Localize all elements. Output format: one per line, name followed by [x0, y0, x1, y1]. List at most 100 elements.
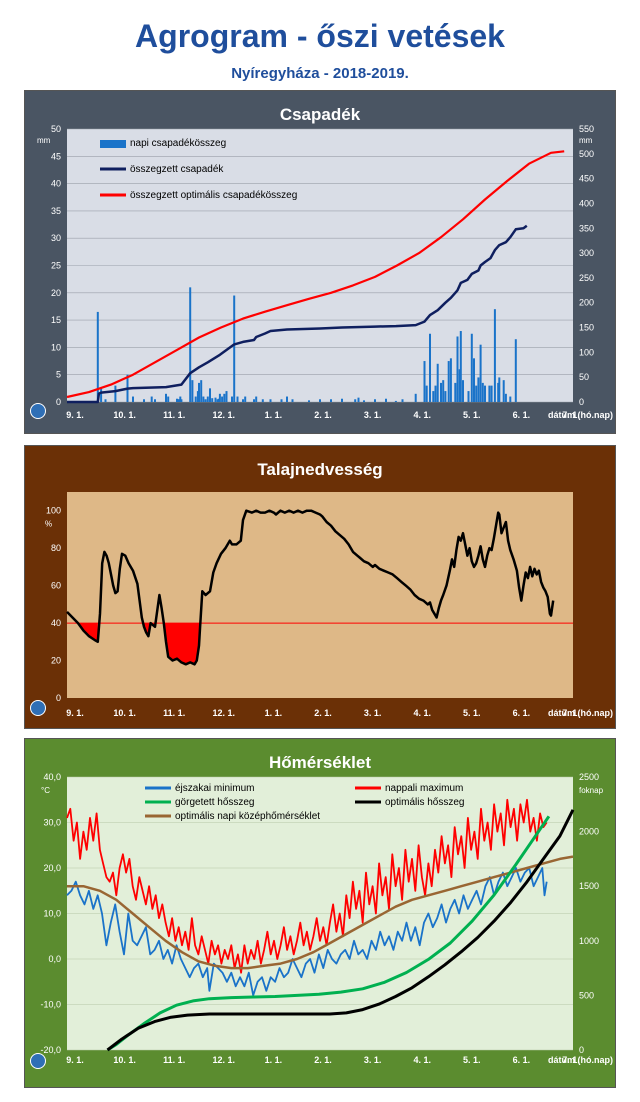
precip-bar: [291, 399, 294, 402]
x-tick-label: 12. 1.: [213, 1055, 236, 1065]
precip-bar: [484, 385, 486, 402]
precip-bar: [244, 396, 247, 402]
precip-bar: [253, 399, 255, 402]
precip-bar: [176, 398, 178, 402]
precip-bar: [475, 385, 478, 402]
x-axis-label: dátum (hó.nap): [548, 1055, 613, 1065]
y-tick-label: -10,0: [40, 1000, 61, 1010]
tmax-line: [66, 798, 548, 974]
soil-moisture-line: [66, 509, 555, 666]
y-tick-label: 35: [51, 206, 61, 216]
x-tick-label: 11. 1.: [163, 410, 185, 420]
precip-bar: [385, 398, 387, 402]
precip-bar: [206, 396, 209, 402]
y2-tick-label: 0: [579, 1045, 584, 1055]
legend-label: összegzett optimális csapadékösszeg: [130, 190, 297, 201]
x-tick-label: 6. 1.: [513, 1055, 531, 1065]
x-tick-label: 2. 1.: [314, 1055, 332, 1065]
x-tick-label: 7. 1.: [562, 708, 580, 718]
legend-label: optimális napi középhőmérséklet: [175, 811, 320, 822]
x-tick-label: 4. 1.: [413, 708, 431, 718]
x-tick-label: 9. 1.: [66, 410, 84, 420]
soil-moisture-title: Talajnedvesség: [257, 460, 383, 479]
precip-bar: [432, 391, 435, 402]
precip-bar: [154, 399, 156, 402]
precip-bar: [434, 385, 437, 402]
precip-bar: [456, 336, 459, 402]
precip-bar: [177, 399, 180, 402]
precip-bar: [96, 311, 99, 402]
optimal-heat-sum-line: [106, 809, 575, 1052]
y2-tick-label: 550: [579, 124, 594, 134]
precip-bar: [198, 382, 200, 402]
y-tick-label: 80: [51, 543, 61, 553]
precip-bar: [255, 396, 258, 402]
x-tick-label: 10. 1.: [113, 410, 136, 420]
y-tick-label: 25: [51, 261, 61, 271]
precipitation-title: Csapadék: [279, 105, 361, 124]
precip-bar: [150, 396, 153, 402]
y-tick-label: 10: [51, 342, 61, 352]
precip-bar: [341, 398, 343, 402]
precip-bar: [449, 358, 452, 402]
x-tick-label: 9. 1.: [66, 1055, 84, 1065]
y2-tick-label: 0: [579, 397, 584, 407]
x-tick-label: 5. 1.: [463, 1055, 481, 1065]
precip-bar: [488, 385, 491, 402]
cumulative-precip-line: [67, 224, 528, 404]
y-tick-label: -20,0: [40, 1045, 61, 1055]
precip-bar: [218, 393, 221, 402]
precip-bar: [217, 398, 220, 402]
y2-tick-label: 100: [579, 347, 594, 357]
precip-bar: [357, 397, 360, 402]
x-tick-label: 1. 1.: [265, 410, 283, 420]
y2-tick-label: 250: [579, 273, 594, 283]
precip-bar: [514, 339, 517, 402]
y2-tick-label: 400: [579, 198, 594, 208]
y-axis-unit: mm: [37, 136, 51, 145]
y2-tick-label: 50: [579, 372, 589, 382]
precip-bar: [179, 396, 182, 402]
page-subtitle: Nyíregyháza - 2018-2019.: [231, 65, 409, 82]
precip-bar: [180, 399, 183, 402]
y2-axis-unit: mm: [579, 136, 593, 145]
precip-bar: [374, 399, 376, 402]
precip-bar: [462, 380, 464, 402]
y2-tick-label: 500: [579, 149, 594, 159]
precip-bar: [242, 399, 244, 402]
legend-label: napi csapadékösszeg: [130, 138, 226, 149]
y2-tick-label: 500: [579, 990, 594, 1000]
precip-bar: [132, 396, 134, 402]
y-axis-unit: %: [45, 520, 52, 529]
precip-bar: [425, 385, 428, 402]
precip-bar: [509, 396, 512, 402]
y-tick-label: 0: [56, 397, 61, 407]
precip-bar: [498, 377, 501, 402]
precip-bar: [233, 295, 236, 402]
y-axis-unit: °C: [41, 786, 50, 795]
precipitation-chart: 0510152025303540455005010015020025030035…: [37, 124, 613, 420]
temperature-chart: -20,0 -10,0 0,0 10,0 20,0 30,0 40,0 0 500 1000 150…: [40, 772, 613, 1065]
precip-bar: [444, 391, 447, 402]
precip-bar: [502, 380, 505, 402]
precip-bar: [354, 399, 357, 402]
precip-bar: [231, 396, 233, 402]
omsz-logo-icon: [30, 700, 46, 716]
x-tick-label: 4. 1.: [413, 410, 431, 420]
x-tick-label: 1. 1.: [265, 1055, 283, 1065]
y-tick-label: 30: [51, 233, 61, 243]
x-tick-label: 11. 1.: [163, 1055, 185, 1065]
y2-tick-label: 300: [579, 248, 594, 258]
y-tick-label: 20,0: [43, 863, 61, 873]
y-tick-label: 0: [56, 693, 61, 703]
x-axis-label: dátum (hó.nap): [548, 410, 613, 420]
precip-bar: [308, 400, 310, 402]
x-tick-label: 6. 1.: [513, 708, 531, 718]
x-tick-label: 2. 1.: [314, 708, 332, 718]
y-tick-label: 5: [56, 370, 61, 380]
x-tick-label: 6. 1.: [513, 410, 531, 420]
precip-bar: [447, 361, 450, 402]
precip-bar: [211, 398, 214, 402]
omsz-logo-icon: [30, 1053, 46, 1069]
y2-tick-label: 450: [579, 174, 594, 184]
